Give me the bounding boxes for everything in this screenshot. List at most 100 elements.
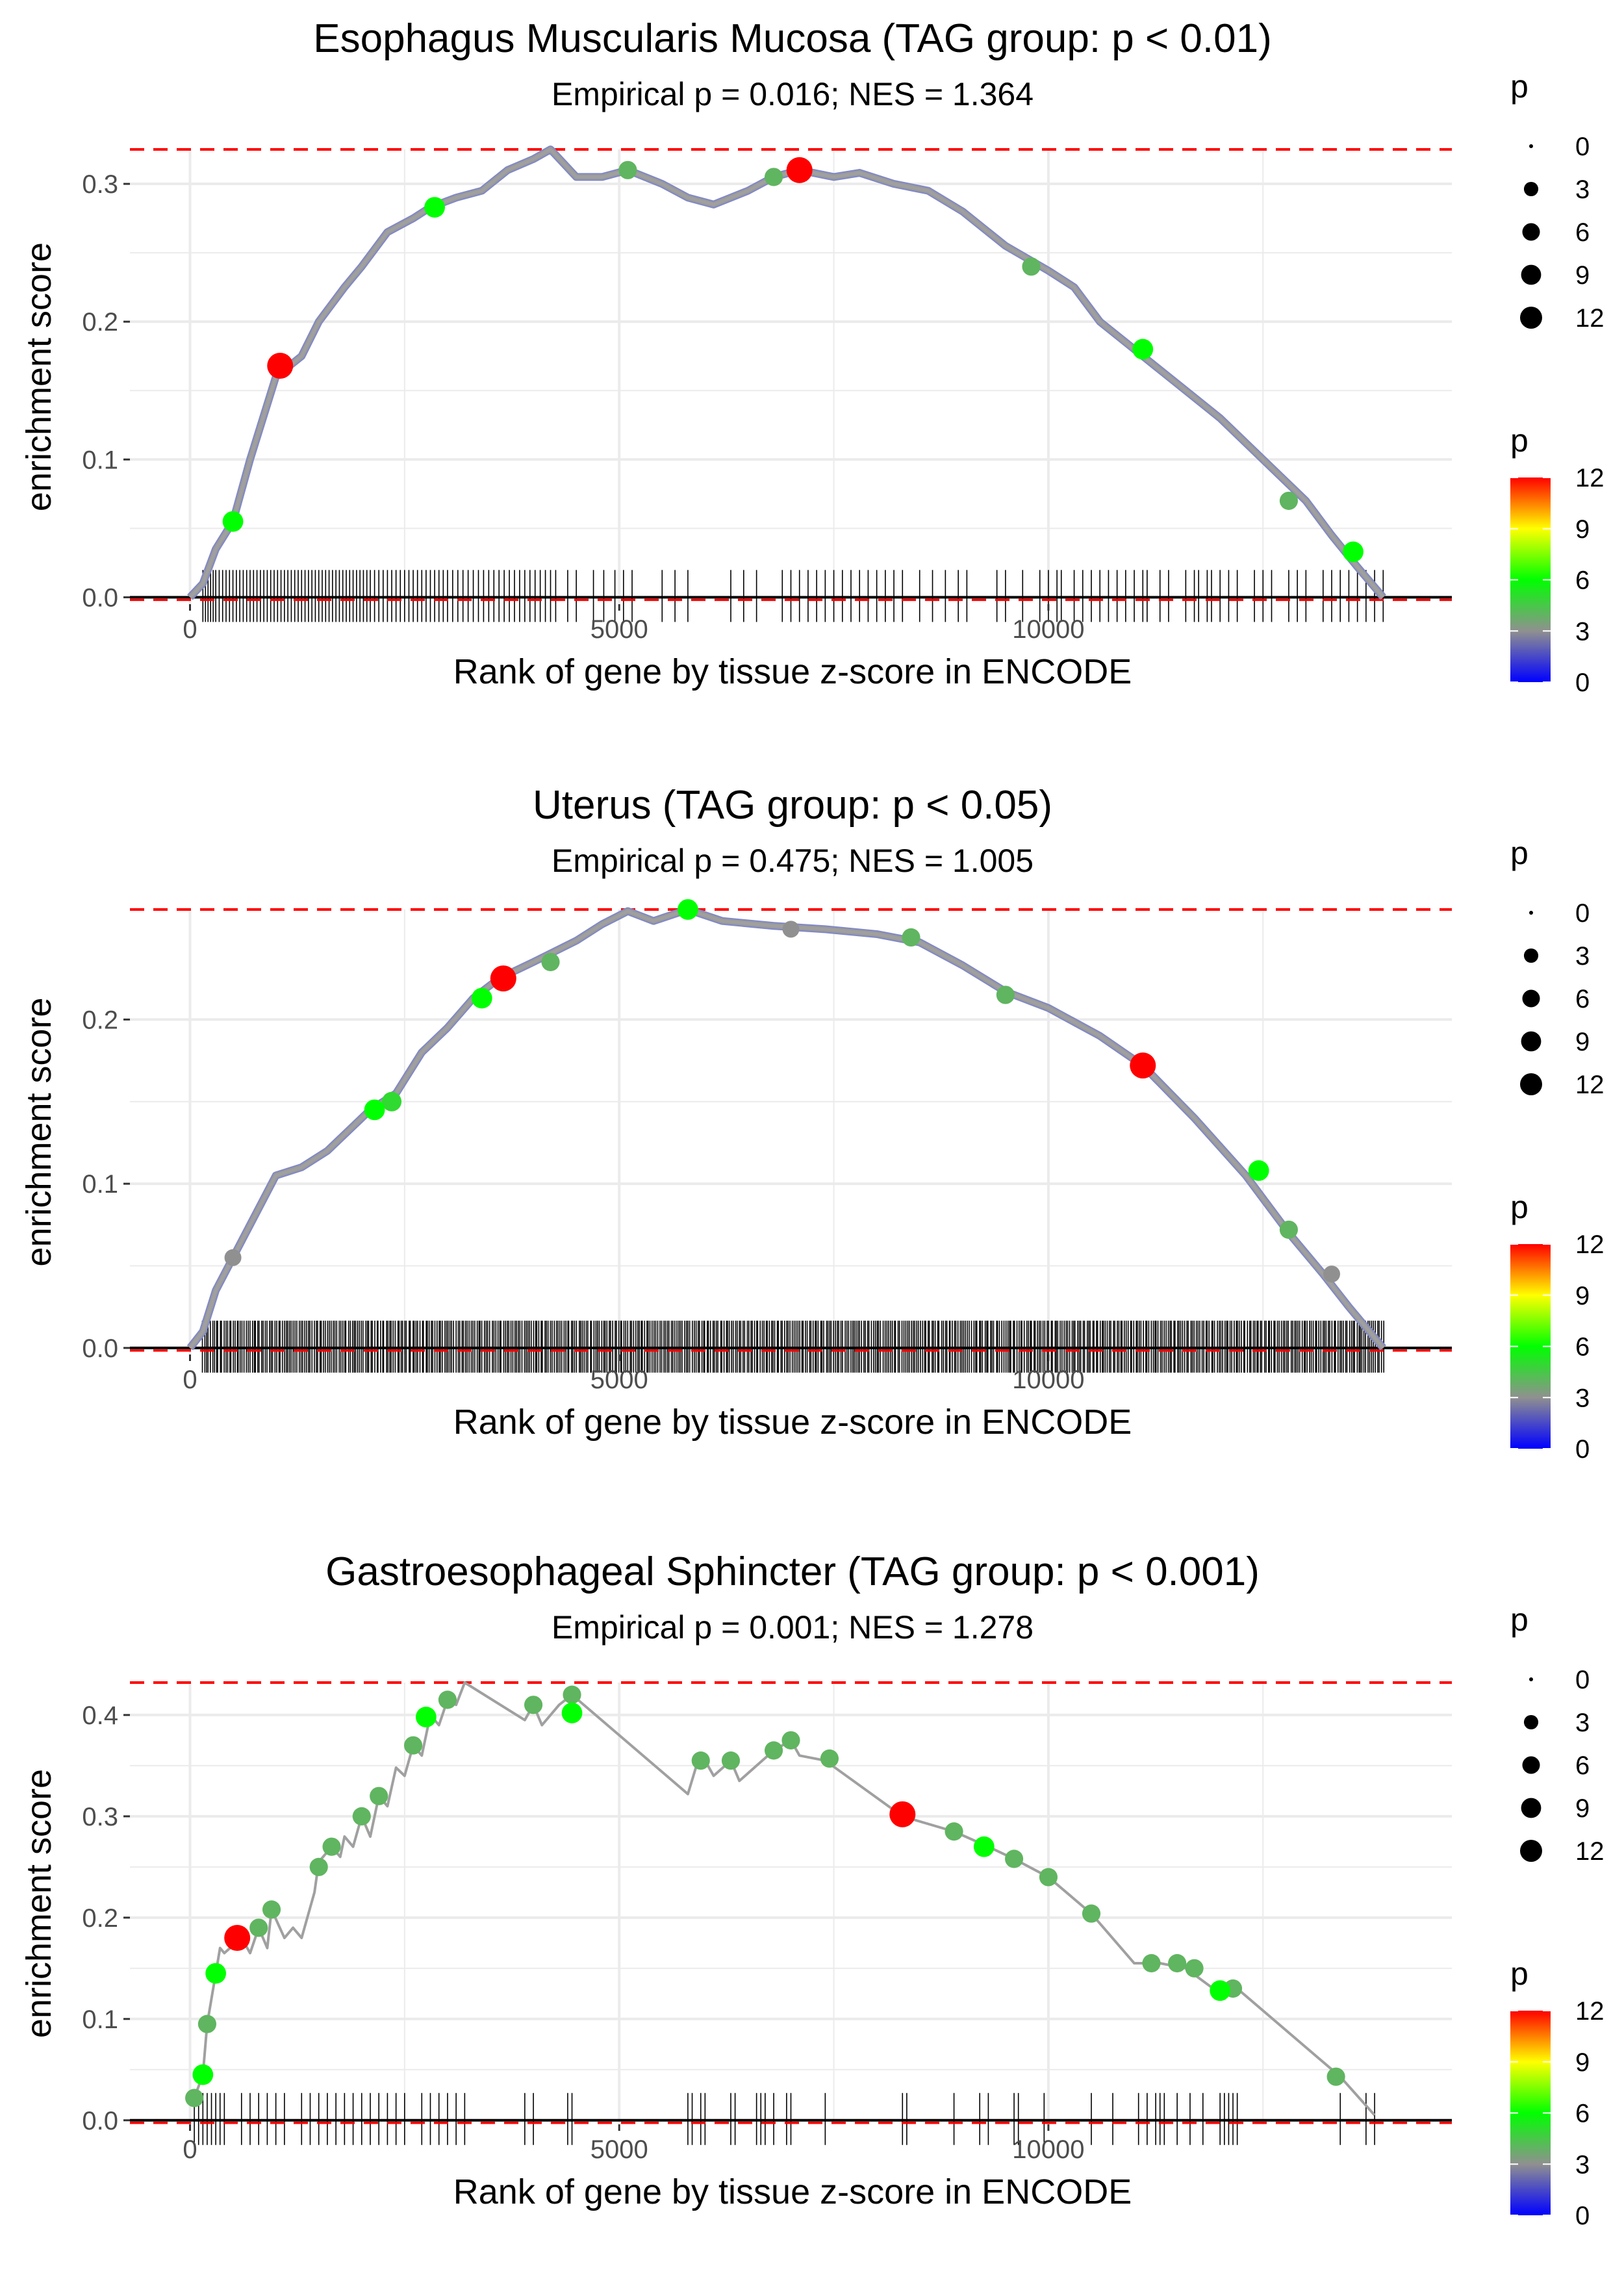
- hit-point: [721, 1751, 741, 1770]
- hit-point: [381, 1091, 402, 1112]
- hit-point: [370, 1787, 388, 1805]
- size-legend-label: 3: [1575, 1709, 1590, 1737]
- hit-point: [192, 2064, 214, 2085]
- hit-point: [524, 1696, 543, 1714]
- hit-point: [262, 1900, 281, 1919]
- hit-point: [185, 2089, 204, 2107]
- hit-point: [197, 2015, 217, 2033]
- chart-subtitle: Empirical p = 0.475; NES = 1.005: [552, 843, 1034, 879]
- y-tick-label: 0.2: [82, 1904, 118, 1933]
- x-axis-label: Rank of gene by tissue z-score in ENCODE: [453, 652, 1132, 691]
- hit-points: [224, 899, 1340, 1283]
- color-legend-label: 9: [1575, 2048, 1590, 2077]
- size-legend: p 0 3 6 9 12: [1510, 68, 1605, 333]
- hit-point: [352, 1807, 371, 1825]
- size-legend: p 0 3 6 9 12: [1510, 1601, 1605, 1866]
- x-axis-label: Rank of gene by tissue z-score in ENCODE: [453, 1403, 1132, 1442]
- size-legend-title: p: [1510, 835, 1529, 871]
- x-tick-label: 10000: [1012, 1366, 1084, 1394]
- hit-point: [781, 1731, 800, 1749]
- size-legend-label: 3: [1575, 942, 1590, 971]
- chart-subtitle: Empirical p = 0.016; NES = 1.364: [552, 76, 1034, 112]
- y-tick-label: 0.3: [82, 170, 118, 199]
- hit-point: [1323, 1266, 1340, 1283]
- hit-point: [764, 168, 783, 186]
- size-legend-label: 3: [1575, 175, 1590, 204]
- size-legend-dot: [1521, 1031, 1542, 1052]
- hit-point: [1142, 1953, 1161, 1973]
- size-legend-label: 6: [1575, 218, 1590, 247]
- size-legend: p 0 3 6 9 12: [1510, 835, 1605, 1099]
- color-legend-label: 3: [1575, 1384, 1590, 1412]
- hit-point: [1022, 257, 1041, 276]
- size-legend-label: 12: [1575, 304, 1605, 333]
- size-legend-dot: [1520, 1073, 1542, 1095]
- x-tick-label: 0: [183, 1366, 197, 1394]
- hit-point: [1082, 1904, 1101, 1923]
- size-legend-dot: [1523, 181, 1539, 197]
- hit-point: [224, 1249, 242, 1266]
- hit-point: [322, 1837, 341, 1856]
- hit-point: [561, 1702, 583, 1724]
- hit-point: [222, 511, 244, 532]
- hit-point: [1210, 1980, 1231, 2002]
- hit-point: [1343, 541, 1364, 563]
- enrichment-curve: [193, 1681, 1376, 2117]
- enrichment-curve: [189, 148, 1384, 598]
- hit-point: [1168, 1953, 1187, 1973]
- y-axis-label: enrichment score: [19, 997, 58, 1266]
- x-tick-label: 0: [183, 615, 197, 644]
- hit-point: [782, 921, 800, 938]
- size-legend-dot: [1520, 1840, 1542, 1862]
- enrichment-curve: [188, 908, 1384, 1349]
- hit-point: [618, 160, 637, 179]
- color-legend: p 12 9 6 3 0: [1510, 1189, 1605, 1464]
- enrichment-curve-halo: [187, 146, 1386, 600]
- chart-subtitle: Empirical p = 0.001; NES = 1.278: [552, 1609, 1034, 1646]
- color-legend-label: 0: [1575, 668, 1590, 697]
- hit-points: [222, 157, 1364, 563]
- size-legend-dot: [1521, 264, 1542, 285]
- y-tick-label: 0.0: [82, 2107, 118, 2135]
- size-legend-dot: [1529, 1677, 1533, 1681]
- hit-point: [563, 1685, 581, 1704]
- size-legend-label: 9: [1575, 1028, 1590, 1056]
- chart-panel-3: Gastroesophageal Sphincter (TAG group: p…: [19, 1549, 1605, 2230]
- hit-point: [249, 1918, 268, 1937]
- y-tick-label: 0.1: [82, 1170, 118, 1199]
- hit-point: [424, 197, 446, 218]
- rug: [201, 1320, 1385, 1373]
- color-legend-label: 6: [1575, 2100, 1590, 2128]
- chart-title: Gastroesophageal Sphincter (TAG group: p…: [325, 1549, 1260, 1594]
- hit-point: [902, 928, 920, 947]
- hit-point: [1004, 1850, 1024, 1868]
- size-legend-dot: [1522, 223, 1540, 241]
- color-legend-label: 6: [1575, 1333, 1590, 1362]
- hit-point: [490, 965, 516, 992]
- size-legend-label: 6: [1575, 985, 1590, 1013]
- hit-point: [403, 1736, 423, 1755]
- hit-point: [415, 1707, 437, 1727]
- size-legend-dot: [1529, 911, 1533, 915]
- color-legend-label: 12: [1575, 1230, 1605, 1259]
- hit-point: [889, 1801, 916, 1827]
- hit-point: [1248, 1160, 1269, 1181]
- size-legend-label: 0: [1575, 1666, 1590, 1694]
- hit-point: [786, 157, 813, 183]
- x-tick-label: 5000: [590, 2135, 648, 2164]
- size-legend-label: 9: [1575, 1794, 1590, 1823]
- y-axis-label: enrichment score: [19, 242, 58, 511]
- hit-point: [541, 952, 560, 971]
- hit-point: [438, 1690, 457, 1709]
- color-legend-label: 9: [1575, 515, 1590, 544]
- color-legend-label: 9: [1575, 1282, 1590, 1310]
- size-legend-label: 12: [1575, 1071, 1605, 1099]
- hit-point: [1130, 1052, 1156, 1079]
- size-legend-dot: [1522, 1756, 1540, 1774]
- color-legend-label: 12: [1575, 464, 1605, 492]
- size-legend-label: 12: [1575, 1837, 1605, 1866]
- y-tick-label: 0.2: [82, 308, 118, 337]
- size-legend-title: p: [1510, 1601, 1529, 1638]
- color-legend-label: 12: [1575, 1997, 1605, 2026]
